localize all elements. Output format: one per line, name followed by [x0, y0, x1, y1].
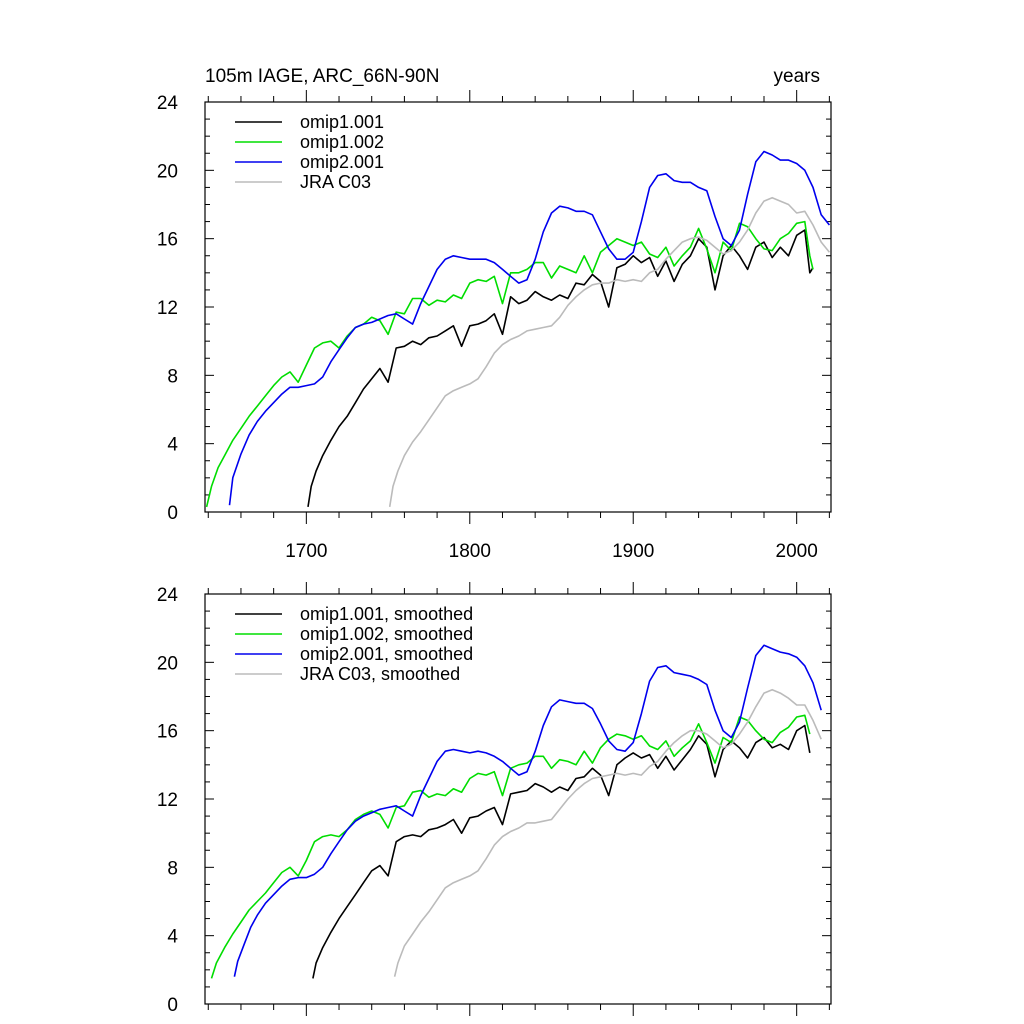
plot-frame — [204, 593, 832, 1005]
y-tick-label: 20 — [157, 161, 178, 182]
x-tick-label: 1700 — [285, 541, 327, 562]
series-line-1 — [210, 714, 811, 979]
x-tick-label: 1900 — [612, 541, 654, 562]
y-tick-label: 0 — [167, 503, 178, 524]
chart-title-left: 105m IAGE, ARC_66N-90N — [205, 66, 439, 87]
series-line-0 — [307, 229, 814, 508]
y-tick-label: 0 — [167, 995, 178, 1016]
y-tick-label: 16 — [157, 722, 178, 743]
y-tick-label: 4 — [167, 435, 178, 456]
legend-label-2: omip2.001, smoothed — [300, 644, 473, 664]
y-tick-label: 4 — [167, 927, 178, 948]
series-line-2 — [228, 150, 831, 506]
series-line-3 — [388, 196, 831, 508]
legend-label-1: omip1.002 — [300, 132, 384, 152]
y-tick-label: 24 — [157, 93, 179, 114]
legend-label-0: omip1.001, smoothed — [300, 604, 473, 624]
series-line-3 — [393, 688, 822, 977]
legend-label-1: omip1.002, smoothed — [300, 624, 473, 644]
top-panel: 105m IAGE, ARC_66N-90N years 0 4 8 12 16 20 24… — [157, 66, 832, 562]
plot-frame — [204, 101, 832, 513]
bottom-panel: 0 4 8 12 16 20 24 omip1.001, smoothedomip1.002,… — [157, 582, 832, 1016]
y-tick-label: 12 — [157, 790, 178, 811]
y-tick-label: 8 — [167, 366, 178, 387]
y-tick-label: 24 — [157, 585, 179, 606]
legend-label-2: omip2.001 — [300, 152, 384, 172]
series-line-2 — [233, 644, 822, 977]
legend-label-3: JRA C03 — [300, 172, 371, 192]
y-tick-label: 8 — [167, 858, 178, 879]
y-tick-label: 12 — [157, 298, 178, 319]
x-tick-label: 2000 — [776, 541, 818, 562]
legend-label-0: omip1.001 — [300, 112, 384, 132]
legend-label-3: JRA C03, smoothed — [300, 664, 460, 684]
chart-title-right: years — [774, 66, 820, 87]
x-tick-label: 1800 — [449, 541, 491, 562]
series-line-0 — [312, 724, 811, 979]
series-line-1 — [205, 220, 814, 508]
y-tick-label: 20 — [157, 653, 178, 674]
y-tick-label: 16 — [157, 230, 178, 251]
